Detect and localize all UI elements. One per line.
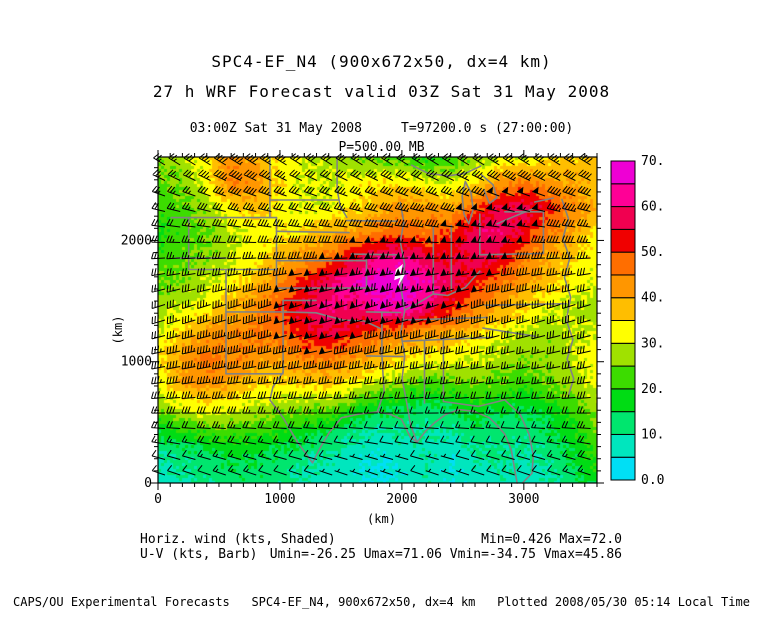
barb-field-range: Umin=-26.25 Umax=71.06 Vmin=-34.75 Vmax=… (269, 547, 622, 562)
wind-speed-shaded-field (158, 157, 597, 483)
barb-field-label: U-V (kts, Barb) (140, 547, 258, 562)
svg-text:70.: 70. (641, 154, 664, 169)
svg-text:30.: 30. (641, 336, 664, 351)
colorbar: 0.0 10. 20. 30. 40. 50. 60. 70. (610, 154, 664, 488)
x-axis-label: (km) (367, 512, 396, 526)
shaded-field-label: Horiz. wind (kts, Shaded) (140, 532, 336, 547)
svg-text:10.: 10. (641, 427, 664, 442)
page-subtitle: 27 h WRF Forecast valid 03Z Sat 31 May 2… (152, 82, 611, 101)
svg-text:1000: 1000 (264, 492, 295, 507)
valid-time-line: 03:00Z Sat 31 May 2008 T=97200.0 s (27:0… (189, 121, 574, 136)
pressure-level-line: P=500.00 MB (338, 140, 425, 155)
page-title: SPC4-EF_N4 (900x672x50, dx=4 km) (211, 52, 552, 71)
svg-text:0.0: 0.0 (641, 473, 664, 488)
svg-text:2000: 2000 (121, 233, 152, 248)
shaded-field-range: Min=0.426 Max=72.0 (481, 532, 622, 547)
svg-text:2000: 2000 (386, 492, 417, 507)
svg-text:1000: 1000 (121, 355, 152, 370)
svg-text:20.: 20. (641, 382, 664, 397)
svg-text:0: 0 (154, 492, 162, 507)
y-axis-label: (km) (111, 315, 125, 345)
svg-text:0: 0 (144, 476, 152, 491)
svg-text:50.: 50. (641, 245, 664, 260)
svg-text:40.: 40. (641, 291, 664, 306)
footer-credit: CAPS/OU Experimental Forecasts SPC4-EF_N… (13, 595, 750, 609)
svg-text:3000: 3000 (508, 492, 539, 507)
svg-text:60.: 60. (641, 200, 664, 215)
